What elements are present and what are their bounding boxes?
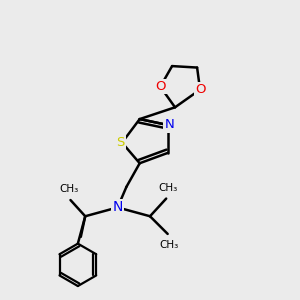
Text: S: S <box>116 136 125 149</box>
Text: O: O <box>195 83 205 96</box>
Text: O: O <box>155 80 166 93</box>
Text: CH₃: CH₃ <box>160 240 179 250</box>
Text: CH₃: CH₃ <box>158 183 177 193</box>
Text: N: N <box>164 118 174 131</box>
Text: CH₃: CH₃ <box>59 184 79 194</box>
Text: N: N <box>112 200 123 214</box>
